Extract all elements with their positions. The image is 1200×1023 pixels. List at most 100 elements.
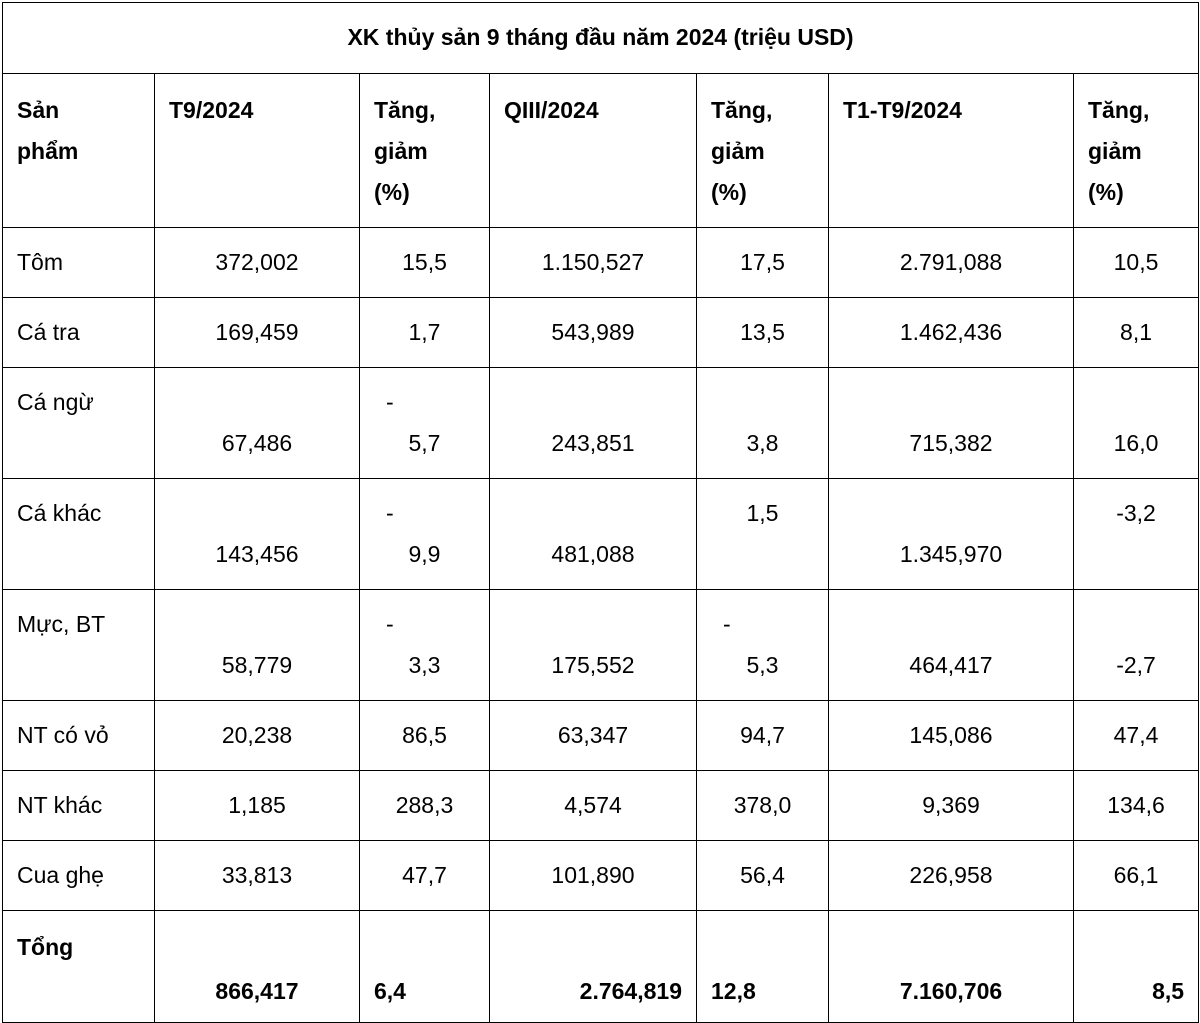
- header-t9-label: T9/2024: [169, 97, 254, 123]
- cell-t9-change: - 5,7: [359, 367, 490, 479]
- q3-value: 101,890: [551, 862, 635, 888]
- t1t9-value: 1.345,970: [899, 541, 1003, 567]
- t1t9-change-value: 10,5: [1113, 249, 1159, 275]
- cell-q3-change: 378,0: [696, 770, 829, 841]
- cell-q3: 243,851: [489, 367, 697, 479]
- t9-change-value: 3,3: [408, 652, 441, 678]
- cell-q3-change: 13,5: [696, 297, 829, 368]
- cell-t9: 67,486: [154, 367, 360, 479]
- header-t1t9: T1-T9/2024: [828, 73, 1074, 228]
- product-name: NT có vỏ: [17, 722, 109, 748]
- cell-q3-change: - 5,3: [696, 589, 829, 701]
- table-row: Cua ghẹ 33,813 47,7 101,890 56,4 226,958…: [2, 840, 1200, 911]
- cell-product: Cá khác: [2, 478, 155, 590]
- cell-t9: 169,459: [154, 297, 360, 368]
- cell-product: Cá tra: [2, 297, 155, 368]
- cell-product: NT có vỏ: [2, 700, 155, 771]
- cell-t1t9-change: 8,1: [1072, 297, 1200, 368]
- table-row: NT khác 1,185 288,3 4,574 378,0 9,369 13…: [2, 770, 1200, 841]
- table-title: XK thủy sản 9 tháng đầu năm 2024 (triệu …: [1, 2, 1200, 74]
- t9-value: 169,459: [215, 319, 299, 345]
- header-q3-change: Tăng, giảm (%): [696, 73, 829, 228]
- t9-change-value: 1,7: [408, 319, 441, 345]
- total-q3-change-value: 12,8: [711, 978, 756, 1004]
- cell-product: Mực, BT: [2, 589, 155, 701]
- t9-change-value: 86,5: [402, 722, 447, 748]
- cell-total-t9-change: 6,4: [359, 910, 490, 1023]
- q3-value: 175,552: [551, 652, 635, 678]
- t9-change-sign: -: [386, 389, 394, 415]
- q3-value: 63,347: [557, 722, 629, 748]
- header-q3: QIII/2024: [489, 73, 697, 228]
- header-q3-change-line2: giảm: [711, 138, 765, 164]
- q3-change-value: 378,0: [733, 792, 792, 818]
- table-row: NT có vỏ 20,238 86,5 63,347 94,7 145,086…: [2, 700, 1200, 771]
- cell-t9: 58,779: [154, 589, 360, 701]
- product-name: Cá ngừ: [17, 389, 94, 415]
- total-label: Tổng: [17, 934, 74, 960]
- header-q3-label: QIII/2024: [504, 97, 599, 123]
- header-q3-change-line1: Tăng,: [711, 97, 773, 123]
- q3-change-value: 17,5: [740, 249, 785, 275]
- table-row: Cá khác 143,456 - 9,9 481,088 1,5 1.345,…: [2, 478, 1200, 590]
- t9-value: 33,813: [221, 862, 293, 888]
- header-t9-change: Tăng, giảm (%): [359, 73, 490, 228]
- t9-change-value: 288,3: [395, 792, 454, 818]
- cell-q3: 63,347: [489, 700, 697, 771]
- cell-t1t9-change: 47,4: [1072, 700, 1200, 771]
- q3-value: 4,574: [564, 792, 622, 818]
- q3-change-value: 5,3: [746, 652, 779, 678]
- t9-change-sign: -: [386, 611, 394, 637]
- product-name: Cá tra: [17, 319, 80, 345]
- t9-value: 1,185: [228, 792, 286, 818]
- t1t9-value: 9,369: [922, 792, 980, 818]
- t1t9-change-value: 16,0: [1113, 430, 1159, 456]
- t1t9-value: 1.462,436: [899, 319, 1003, 345]
- t9-change-value: 15,5: [402, 249, 447, 275]
- cell-q3-change: 3,8: [696, 367, 829, 479]
- cell-t1t9-change: 16,0: [1072, 367, 1200, 479]
- cell-t1t9-change: -3,2: [1072, 478, 1200, 590]
- cell-q3-change: 56,4: [696, 840, 829, 911]
- cell-t9-change: - 9,9: [359, 478, 490, 590]
- cell-t1t9-change: -2,7: [1072, 589, 1200, 701]
- header-t1t9-change-line3: (%): [1088, 179, 1124, 205]
- t1t9-change-value: 8,1: [1120, 319, 1153, 345]
- t1t9-value: 464,417: [909, 652, 993, 678]
- header-product-line1: Sản: [17, 97, 60, 123]
- t1t9-change-value: 134,6: [1107, 792, 1165, 818]
- cell-product: NT khác: [2, 770, 155, 841]
- product-name: NT khác: [17, 792, 103, 818]
- cell-t9-change: 288,3: [359, 770, 490, 841]
- t9-value: 58,779: [221, 652, 293, 678]
- cell-total-t1t9: 7.160,706: [828, 910, 1074, 1023]
- q3-value: 543,989: [551, 319, 635, 345]
- cell-total-t1t9-change: 8,5: [1072, 910, 1200, 1023]
- cell-t1t9: 1.345,970: [828, 478, 1074, 590]
- total-t9-change-value: 6,4: [374, 978, 406, 1004]
- table-row: Tôm 372,002 15,5 1.150,527 17,5 2.791,08…: [2, 227, 1200, 298]
- cell-q3-change: 94,7: [696, 700, 829, 771]
- cell-q3: 481,088: [489, 478, 697, 590]
- q3-value: 481,088: [551, 541, 635, 567]
- total-q3-value: 2.764,819: [579, 978, 682, 1004]
- product-name: Tôm: [17, 249, 63, 275]
- cell-q3: 543,989: [489, 297, 697, 368]
- t9-value: 67,486: [221, 430, 293, 456]
- q3-change-value: 13,5: [740, 319, 785, 345]
- cell-t1t9-change: 66,1: [1072, 840, 1200, 911]
- cell-t1t9: 1.462,436: [828, 297, 1074, 368]
- q3-change-value: 94,7: [740, 722, 785, 748]
- cell-t9-change: 47,7: [359, 840, 490, 911]
- cell-q3-change: 17,5: [696, 227, 829, 298]
- t1t9-value: 2.791,088: [899, 249, 1003, 275]
- cell-product: Cá ngừ: [2, 367, 155, 479]
- cell-t1t9: 145,086: [828, 700, 1074, 771]
- q3-change-sign: -: [723, 611, 731, 637]
- t9-value: 372,002: [215, 249, 299, 275]
- cell-q3: 1.150,527: [489, 227, 697, 298]
- header-product-line2: phẩm: [17, 138, 79, 164]
- cell-total-label: Tổng: [2, 910, 155, 1023]
- cell-q3: 4,574: [489, 770, 697, 841]
